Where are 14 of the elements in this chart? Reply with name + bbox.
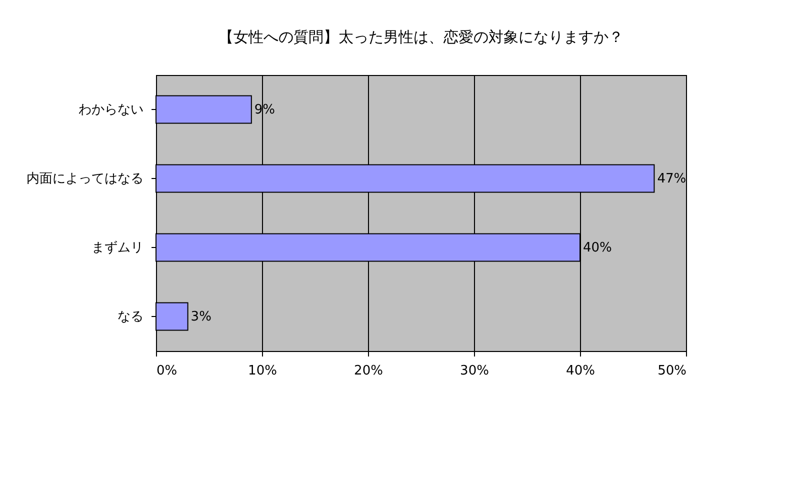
x-tick-label: 30% — [460, 364, 489, 378]
data-label: 40% — [583, 240, 612, 256]
chart-title: 【女性への質問】太った男性は、恋愛の対象になりますか？ — [218, 28, 624, 46]
data-label: 3% — [190, 310, 212, 324]
x-tick-label: 20% — [354, 364, 383, 378]
y-tick-label: わからない — [78, 102, 144, 118]
x-tick-label: 40% — [566, 364, 595, 378]
y-tick-label: 内面によってはなる — [26, 172, 144, 186]
x-tick-label: 10% — [248, 364, 277, 378]
data-label: 47% — [657, 172, 686, 186]
x-tick-label: 50% — [658, 364, 686, 378]
y-tick-label: まずムリ — [92, 240, 144, 256]
y-tick-label: なる — [118, 310, 144, 324]
x-tick-label: 0% — [156, 364, 178, 378]
